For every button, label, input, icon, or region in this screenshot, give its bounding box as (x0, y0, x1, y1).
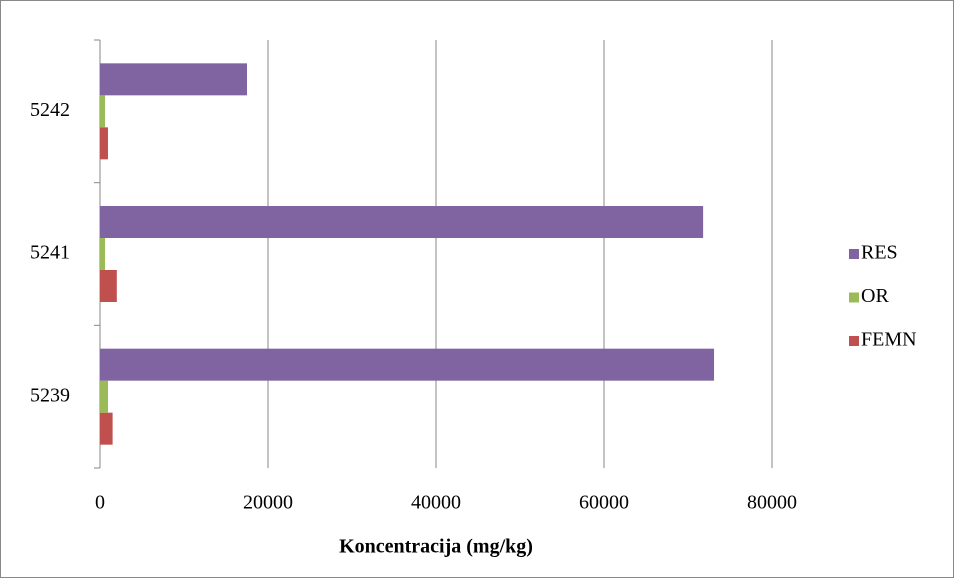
legend-label: RES (861, 242, 898, 264)
legend-swatch (849, 336, 859, 346)
bar (100, 63, 247, 96)
bar (100, 412, 113, 445)
x-axis-title: Koncentracija (mg/kg) (339, 536, 533, 558)
legend-swatch (849, 292, 859, 303)
legend-swatch (849, 249, 859, 259)
legend-label: FEMN (861, 329, 917, 351)
x-tick-label: 40000 (411, 492, 461, 514)
y-tick-label: 5241 (30, 242, 70, 264)
bar (100, 348, 715, 381)
x-tick-label: 20000 (243, 492, 293, 514)
legend-label: OR (861, 285, 889, 307)
bar (100, 206, 704, 238)
y-tick-label: 5239 (30, 384, 70, 406)
x-tick-label: 60000 (579, 492, 629, 514)
bar (100, 238, 106, 270)
bar (100, 380, 108, 413)
bar (100, 127, 108, 160)
y-tick-label: 5242 (30, 99, 70, 121)
x-tick-label: 80000 (747, 492, 797, 514)
bar (100, 270, 117, 302)
bar (100, 95, 106, 128)
x-tick-label: 0 (95, 492, 105, 514)
